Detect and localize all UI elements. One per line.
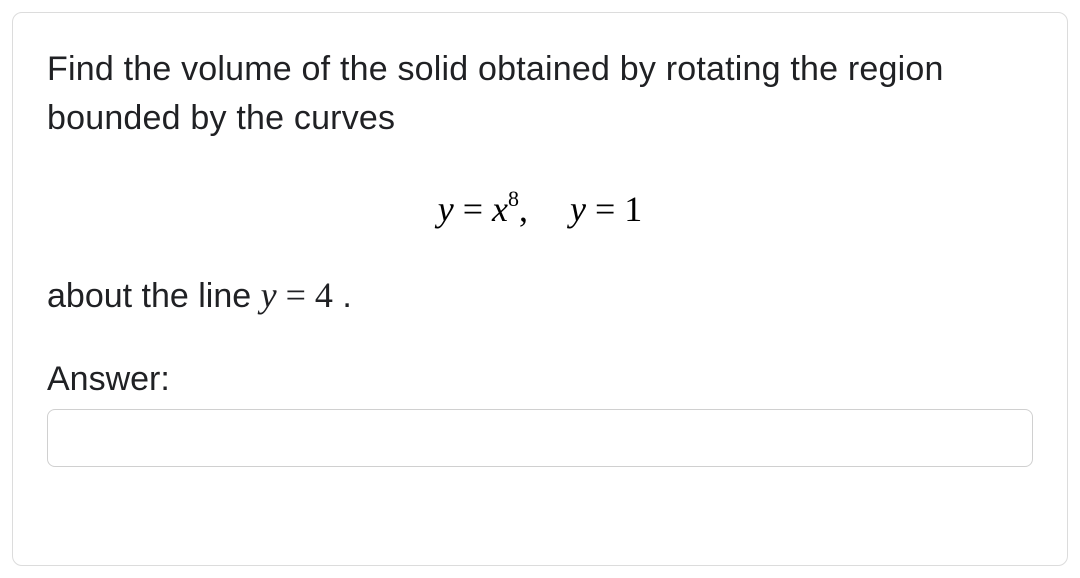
question-card: Find the volume of the solid obtained by…	[12, 12, 1068, 566]
eq1-var: y	[438, 189, 454, 229]
eq2-val: 1	[624, 189, 642, 229]
rotation-line-text: about the line y = 4 .	[47, 274, 1033, 316]
eq2-var: y	[570, 189, 586, 229]
line2-math-eq: =	[277, 275, 315, 315]
line2-prefix: about the line	[47, 277, 261, 315]
answer-input[interactable]	[47, 409, 1033, 467]
line2-math-var: y	[261, 275, 277, 315]
eq2-eq: =	[586, 189, 624, 229]
eq1-eq: =	[454, 189, 492, 229]
line2-period: .	[333, 277, 352, 315]
eq1-comma: ,	[519, 189, 528, 229]
eq1-base: x	[492, 189, 508, 229]
prompt-text: Find the volume of the solid obtained by…	[47, 45, 1033, 144]
line2-math-val: 4	[315, 275, 333, 315]
equation-display: y = x8, y = 1	[47, 188, 1033, 230]
eq1-exponent: 8	[508, 186, 519, 211]
answer-label: Answer:	[47, 360, 1033, 399]
